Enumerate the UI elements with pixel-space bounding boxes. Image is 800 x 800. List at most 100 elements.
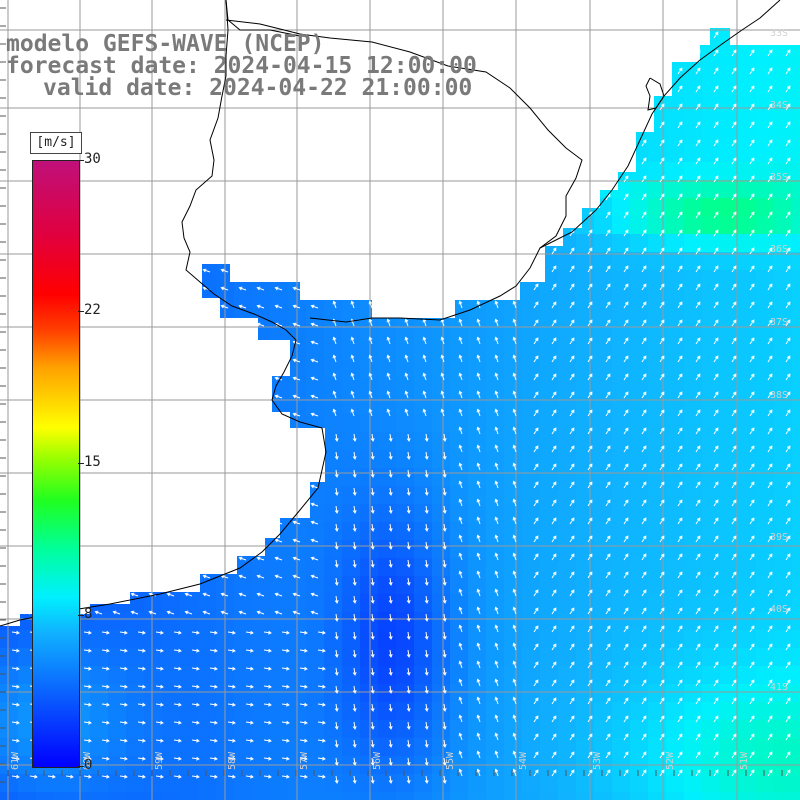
wind-arrow	[238, 412, 247, 417]
wind-arrow	[95, 17, 102, 20]
wind-cell	[198, 450, 217, 469]
wind-arrow	[767, 427, 773, 435]
wind-arrow	[494, 444, 499, 453]
wind-cell	[108, 774, 127, 793]
wind-cell	[738, 378, 757, 397]
wind-cell	[702, 414, 721, 433]
wind-arrow	[659, 265, 665, 273]
wind-cell	[54, 504, 73, 523]
wind-arrow	[83, 720, 92, 725]
wind-arrow	[11, 648, 20, 653]
wind-arrow	[58, 160, 67, 165]
wind-arrow	[58, 376, 67, 381]
wind-arrow	[281, 738, 290, 743]
wind-arrow	[238, 394, 247, 399]
wind-arrow	[148, 574, 157, 579]
wind-arrow	[202, 430, 211, 435]
wind-cell	[396, 378, 415, 397]
wind-cell	[648, 576, 667, 595]
wind-arrow	[386, 354, 391, 363]
wind-arrow	[533, 283, 539, 291]
wind-cell	[648, 504, 667, 523]
wind-cell	[558, 72, 577, 91]
wind-arrow	[22, 376, 31, 381]
wind-cell	[522, 54, 541, 73]
wind-arrow	[112, 142, 121, 147]
wind-cell	[18, 468, 37, 487]
wind-arrow	[227, 648, 236, 653]
wind-cell	[558, 504, 577, 523]
wind-arrow	[551, 697, 557, 705]
wind-arrow	[238, 124, 247, 129]
wind-cell	[630, 36, 649, 55]
wind-cell	[666, 648, 685, 667]
wind-cell	[702, 270, 721, 289]
wind-cell	[234, 648, 253, 667]
wind-arrow	[458, 588, 463, 597]
wind-arrow	[641, 625, 647, 633]
wind-arrow	[166, 376, 175, 381]
wind-arrow	[605, 535, 611, 543]
wind-arrow	[569, 463, 575, 471]
wind-cell	[558, 720, 577, 739]
wind-arrow	[310, 520, 319, 525]
wind-cell	[180, 666, 199, 685]
wind-arrow	[11, 774, 20, 779]
wind-arrow	[404, 120, 409, 129]
wind-arrow	[695, 499, 701, 507]
wind-cell	[36, 576, 55, 595]
wind-arrow	[551, 499, 557, 507]
wind-cell	[324, 252, 343, 271]
wind-cell	[702, 576, 721, 595]
wind-cell	[54, 414, 73, 433]
wind-cell	[792, 738, 800, 757]
wind-cell	[486, 792, 505, 800]
wind-arrow	[112, 556, 121, 561]
wind-cell	[630, 414, 649, 433]
wind-arrow	[386, 30, 391, 39]
wind-arrow	[494, 570, 499, 579]
wind-cell	[792, 558, 800, 577]
wind-cell	[720, 450, 739, 469]
wind-arrow	[768, 14, 772, 20]
wind-cell	[324, 594, 343, 613]
wind-arrow	[695, 553, 701, 561]
wind-arrow	[275, 17, 282, 20]
wind-arrow	[659, 517, 665, 525]
wind-cell	[774, 486, 793, 505]
wind-cell	[774, 198, 793, 217]
wind-arrow	[494, 480, 499, 489]
wind-cell	[702, 684, 721, 703]
wind-arrow	[494, 732, 499, 741]
wind-arrow	[551, 247, 557, 255]
wind-cell	[72, 234, 91, 253]
wind-arrow	[695, 67, 701, 75]
wind-arrow	[370, 541, 375, 550]
wind-arrow	[227, 720, 236, 725]
wind-arrow	[785, 139, 791, 147]
wind-arrow	[292, 322, 301, 327]
wind-cell	[90, 0, 109, 19]
wind-cell	[522, 450, 541, 469]
wind-arrow	[77, 17, 84, 20]
wind-arrow	[695, 661, 701, 669]
wind-cell	[18, 360, 37, 379]
wind-cell	[126, 360, 145, 379]
wind-cell	[540, 396, 559, 415]
wind-cell	[486, 414, 505, 433]
wind-arrow	[677, 373, 683, 381]
wind-cell	[504, 252, 523, 271]
wind-arrow	[274, 304, 283, 309]
wind-cell	[540, 0, 559, 19]
wind-arrow	[405, 13, 408, 20]
wind-arrow	[458, 426, 463, 435]
wind-cell	[486, 252, 505, 271]
wind-arrow	[332, 354, 337, 363]
wind-cell	[72, 342, 91, 361]
wind-cell	[378, 702, 397, 721]
wind-cell	[234, 666, 253, 685]
wind-arrow	[112, 412, 121, 417]
wind-cell	[504, 558, 523, 577]
wind-cell	[306, 360, 325, 379]
wind-arrow	[173, 720, 182, 725]
